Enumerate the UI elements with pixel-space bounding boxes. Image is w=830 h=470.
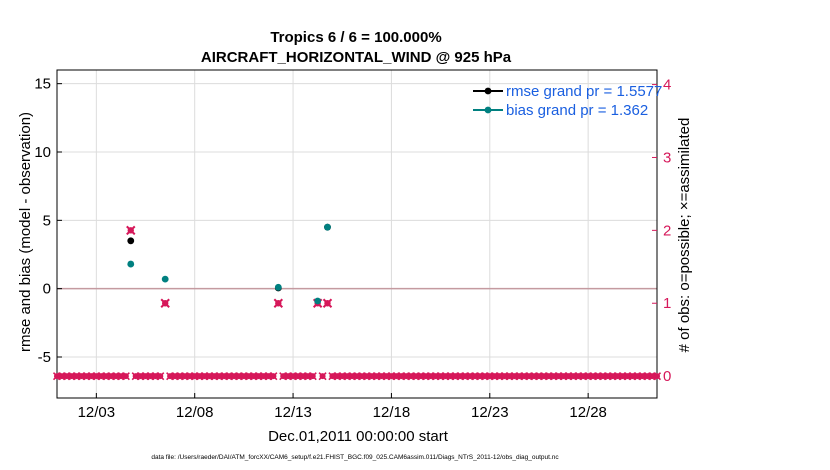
legend-bias-label: bias grand pr = 1.362 [506,102,648,119]
bias-point [127,260,135,268]
obs-zero-marker-cross [269,372,278,381]
y2-tick-label: 2 [663,222,671,239]
data-file-footnote: data file: /Users/raeder/DAI/ATM_forcXX/… [151,454,559,461]
plot-frame [56,69,658,399]
y-tick-label: 0 [43,281,51,298]
x-tick-label: 12/28 [569,404,607,421]
obs-zero-marker-cross [308,372,317,381]
bias-point [161,275,169,283]
y-tick-label: 10 [34,144,51,161]
obs-assimilated-point [126,225,136,236]
legend-bias-marker [484,106,492,114]
chart-subtitle: AIRCRAFT_HORIZONTAL_WIND @ 925 hPa [201,49,512,66]
bias-point [314,297,322,305]
obs-zero-marker-cross [121,372,130,381]
rmse-point [127,237,135,245]
y2-tick-label: 0 [663,368,671,385]
y-tick-label: -5 [38,349,51,366]
x-tick-label: 12/03 [78,404,116,421]
x-tick-label: 12/13 [274,404,312,421]
obs-zero-marker-cross [652,372,662,381]
y-tick-label: 5 [43,212,51,229]
bias-point [324,223,331,231]
legend-rmse-marker [484,87,492,95]
x-tick-label: 12/18 [373,404,411,421]
y2-axis-label: # of obs: o=possible; ×=assimilated [676,118,693,353]
x-tick-label: 12/08 [176,404,214,421]
y2-tick-label: 4 [663,77,671,94]
y2-tick-label: 3 [663,149,671,166]
bias-point [274,283,282,291]
x-tick-label: 12/23 [471,404,509,421]
obs-assimilated-point [322,298,333,308]
y2-tick-label: 1 [663,295,671,312]
chart-title: Tropics 6 / 6 = 100.000% [270,29,441,46]
y-axis-label: rmse and bias (model - observation) [17,112,34,352]
legend-rmse-label: rmse grand pr = 1.5577 [506,83,662,100]
obs-assimilated-point [160,298,170,308]
obs-assimilated-point [273,298,284,308]
obs-zero-marker-cross [156,372,165,381]
y-tick-label: 15 [34,76,51,93]
x-axis-label: Dec.01,2011 00:00:00 start [268,428,449,445]
obs-zero-marker-cross [318,372,327,381]
plot-area: 12/03 12/08 12/13 12/18 12/23 12/28 -5 0 5 10 15 0 1… [34,69,671,421]
